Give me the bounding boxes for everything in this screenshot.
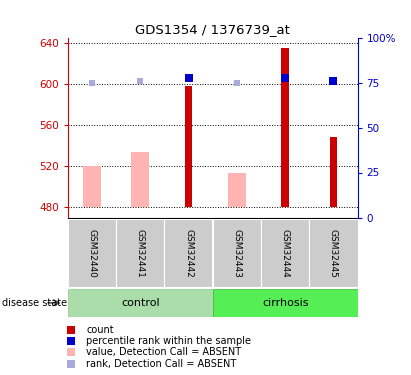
Bar [131, 152, 150, 207]
Bar [116, 219, 164, 287]
Text: GSM32445: GSM32445 [329, 229, 338, 278]
Bar [164, 219, 213, 287]
Bar [68, 219, 116, 287]
Text: control: control [121, 298, 159, 308]
Text: percentile rank within the sample: percentile rank within the sample [86, 336, 251, 346]
Text: GSM32444: GSM32444 [281, 229, 290, 278]
Text: disease state: disease state [2, 298, 67, 308]
Text: GSM32442: GSM32442 [184, 229, 193, 278]
Bar [330, 137, 337, 207]
Bar [261, 219, 309, 287]
Text: GSM32443: GSM32443 [232, 229, 241, 278]
Bar [213, 219, 261, 287]
Bar [309, 219, 358, 287]
Title: GDS1354 / 1376739_at: GDS1354 / 1376739_at [135, 23, 290, 36]
Text: rank, Detection Call = ABSENT: rank, Detection Call = ABSENT [86, 359, 236, 369]
Bar [213, 289, 358, 317]
Bar [68, 289, 213, 317]
Text: value, Detection Call = ABSENT: value, Detection Call = ABSENT [86, 347, 241, 357]
Bar [228, 173, 246, 207]
Bar [83, 166, 101, 207]
Text: cirrhosis: cirrhosis [262, 298, 308, 308]
Text: GSM32441: GSM32441 [136, 229, 145, 278]
Bar [185, 86, 192, 207]
Text: GSM32440: GSM32440 [88, 229, 97, 278]
Bar [281, 48, 289, 207]
Text: count: count [86, 325, 114, 335]
